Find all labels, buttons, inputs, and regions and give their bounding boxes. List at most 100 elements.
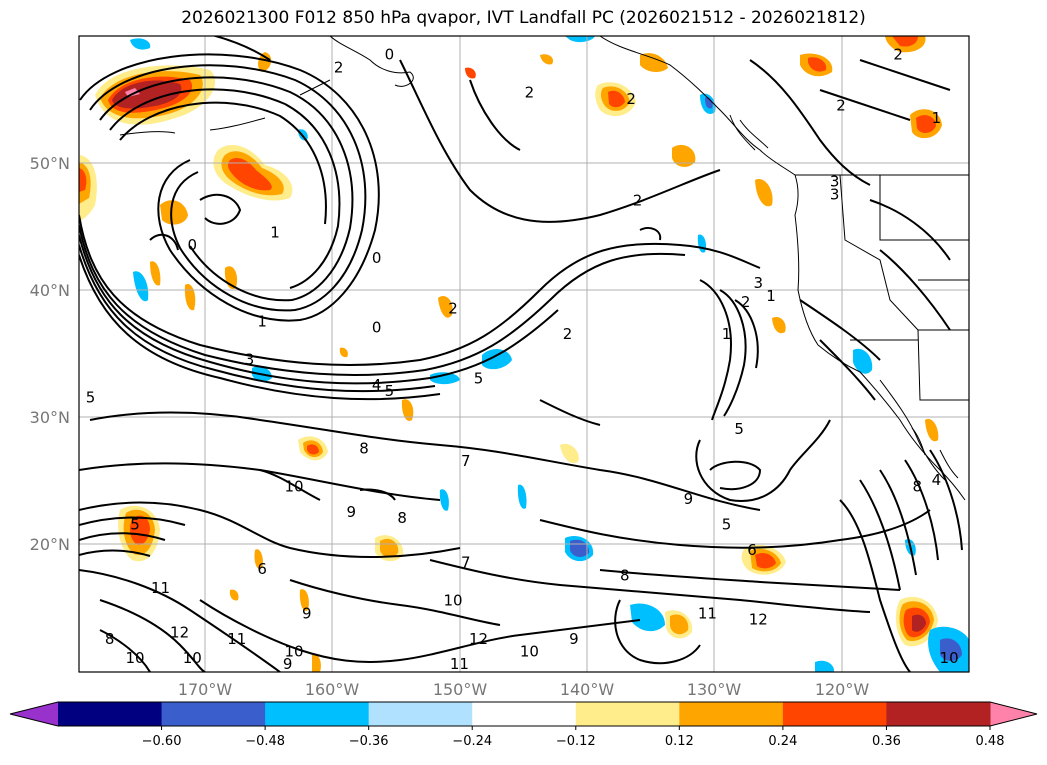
lat-label-40n: 40°N xyxy=(30,281,70,300)
contour-label-52: 10 xyxy=(125,649,144,667)
latitude-axis: 50°N 40°N 30°N 20°N xyxy=(30,154,70,554)
coastlines xyxy=(119,36,969,501)
colorbar-outline xyxy=(9,701,1038,727)
contour-label-34: 9 xyxy=(684,490,694,508)
contour-label-7: 3 xyxy=(830,173,840,191)
contour-label-50: 9 xyxy=(569,630,579,648)
contour-label-2: 2 xyxy=(525,84,535,102)
colorbar-tick-label-7: 0.36 xyxy=(872,734,901,749)
contour-label-33: 8 xyxy=(397,509,407,527)
contour-label-20: 2 xyxy=(563,325,573,343)
colorbar-segment-8 xyxy=(886,702,991,726)
colorbar-tick-label-0: −0.60 xyxy=(142,734,182,749)
contour-label-53: 10 xyxy=(183,649,202,667)
contour-label-10: 1 xyxy=(270,223,280,241)
contour-label-56: 11 xyxy=(450,655,469,673)
contour-label-27: 8 xyxy=(359,439,369,457)
colorbar-tick-label-5: 0.12 xyxy=(665,734,694,749)
contour-label-57: 5 xyxy=(970,287,980,305)
contour-label-8: 3 xyxy=(830,185,840,203)
contour-label-40: 8 xyxy=(620,566,630,584)
colorbar-tick-label-4: −0.12 xyxy=(556,734,596,749)
contour-label-58: 10 xyxy=(940,649,959,667)
contour-label-46: 12 xyxy=(170,623,189,641)
contour-label-17: 2 xyxy=(741,293,751,311)
lat-label-30n: 30°N xyxy=(30,408,70,427)
contour-label-31: 4 xyxy=(932,471,942,489)
colorbar-segment-0 xyxy=(58,702,163,726)
contour-label-5: 2 xyxy=(893,46,903,64)
lon-label-140w: 140°W xyxy=(560,680,615,699)
contour-label-15: 0 xyxy=(372,319,382,337)
contour-label-45: 12 xyxy=(749,611,768,629)
colorbar-extend-low xyxy=(10,702,58,726)
contour-label-47: 11 xyxy=(227,630,246,648)
contour-label-26: 5 xyxy=(734,420,744,438)
gridlines xyxy=(79,36,969,672)
contour-label-28: 7 xyxy=(461,452,471,470)
contour-label-18: 1 xyxy=(766,287,776,305)
colorbar-segment-2 xyxy=(265,702,370,726)
colorbar-segment-6 xyxy=(679,702,784,726)
contour-label-24: 5 xyxy=(474,369,484,387)
contour-label-3: 2 xyxy=(626,90,636,108)
contour-label-11: 0 xyxy=(188,236,198,254)
lon-label-170w: 170°W xyxy=(178,680,233,699)
contour-label-4: 2 xyxy=(836,96,846,114)
contour-label-9: 2 xyxy=(633,192,643,210)
ivt-contours xyxy=(79,36,963,672)
colorbar-segment-3 xyxy=(368,702,473,726)
contour-label-21: 3 xyxy=(245,350,255,368)
contour-label-22: 4 xyxy=(372,376,382,394)
contour-label-14: 1 xyxy=(257,312,267,330)
colorbar-segment-5 xyxy=(575,702,680,726)
lon-label-160w: 160°W xyxy=(305,680,360,699)
colorbar-segment-7 xyxy=(782,702,887,726)
contour-label-6: 1 xyxy=(932,109,942,127)
contour-label-55: 10 xyxy=(520,643,539,661)
contour-label-37: 6 xyxy=(747,541,757,559)
contour-label-29: 10 xyxy=(284,477,303,495)
contour-label-13: 2 xyxy=(448,300,458,318)
lon-label-120w: 120°W xyxy=(815,680,870,699)
contour-label-23: 5 xyxy=(385,382,395,400)
map-frame xyxy=(78,35,970,673)
contour-label-38: 6 xyxy=(257,560,267,578)
contour-label-44: 11 xyxy=(698,604,717,622)
lat-label-50n: 50°N xyxy=(30,154,70,173)
colorbar-tick-label-1: −0.48 xyxy=(245,734,285,749)
colorbar-tick-label-8: 0.48 xyxy=(976,734,1005,749)
contour-label-0: 2 xyxy=(334,58,344,76)
contour-label-32: 9 xyxy=(347,503,357,521)
contour-label-49: 8 xyxy=(105,630,115,648)
contour-label-35: 5 xyxy=(722,516,732,534)
contour-label-54: 9 xyxy=(283,655,293,673)
lat-label-20n: 20°N xyxy=(30,535,70,554)
contour-label-36: 5 xyxy=(130,516,140,534)
colorbar: −0.60 −0.48 −0.36 −0.24 −0.12 0.12 0.24 0.36 0.4… xyxy=(9,701,1038,749)
contour-label-48: 12 xyxy=(469,630,488,648)
map-title: 2026021300 F012 850 hPa qvapor, IVT Land… xyxy=(181,8,866,28)
contour-label-25: 5 xyxy=(86,388,96,406)
contour-label-41: 11 xyxy=(151,579,170,597)
contour-label-1: 0 xyxy=(385,46,395,64)
colorbar-segment-1 xyxy=(161,702,266,726)
contour-label-19: 1 xyxy=(722,325,732,343)
colorbar-tick-label-3: −0.24 xyxy=(452,734,492,749)
lon-label-150w: 150°W xyxy=(433,680,488,699)
contour-label-30: 8 xyxy=(913,477,923,495)
colorbar-tick-label-6: 0.24 xyxy=(768,734,797,749)
contour-label-43: 9 xyxy=(302,604,312,622)
contour-label-42: 10 xyxy=(443,592,462,610)
colorbar-segment-4 xyxy=(472,702,577,726)
contour-label-39: 7 xyxy=(461,554,471,572)
lon-label-130w: 130°W xyxy=(687,680,742,699)
contour-label-12: 0 xyxy=(372,249,382,267)
contour-label-16: 3 xyxy=(754,274,764,292)
colorbar-tick-label-2: −0.36 xyxy=(349,734,389,749)
contour-label-51: 10 xyxy=(284,643,303,661)
colorbar-extend-high xyxy=(990,702,1037,726)
